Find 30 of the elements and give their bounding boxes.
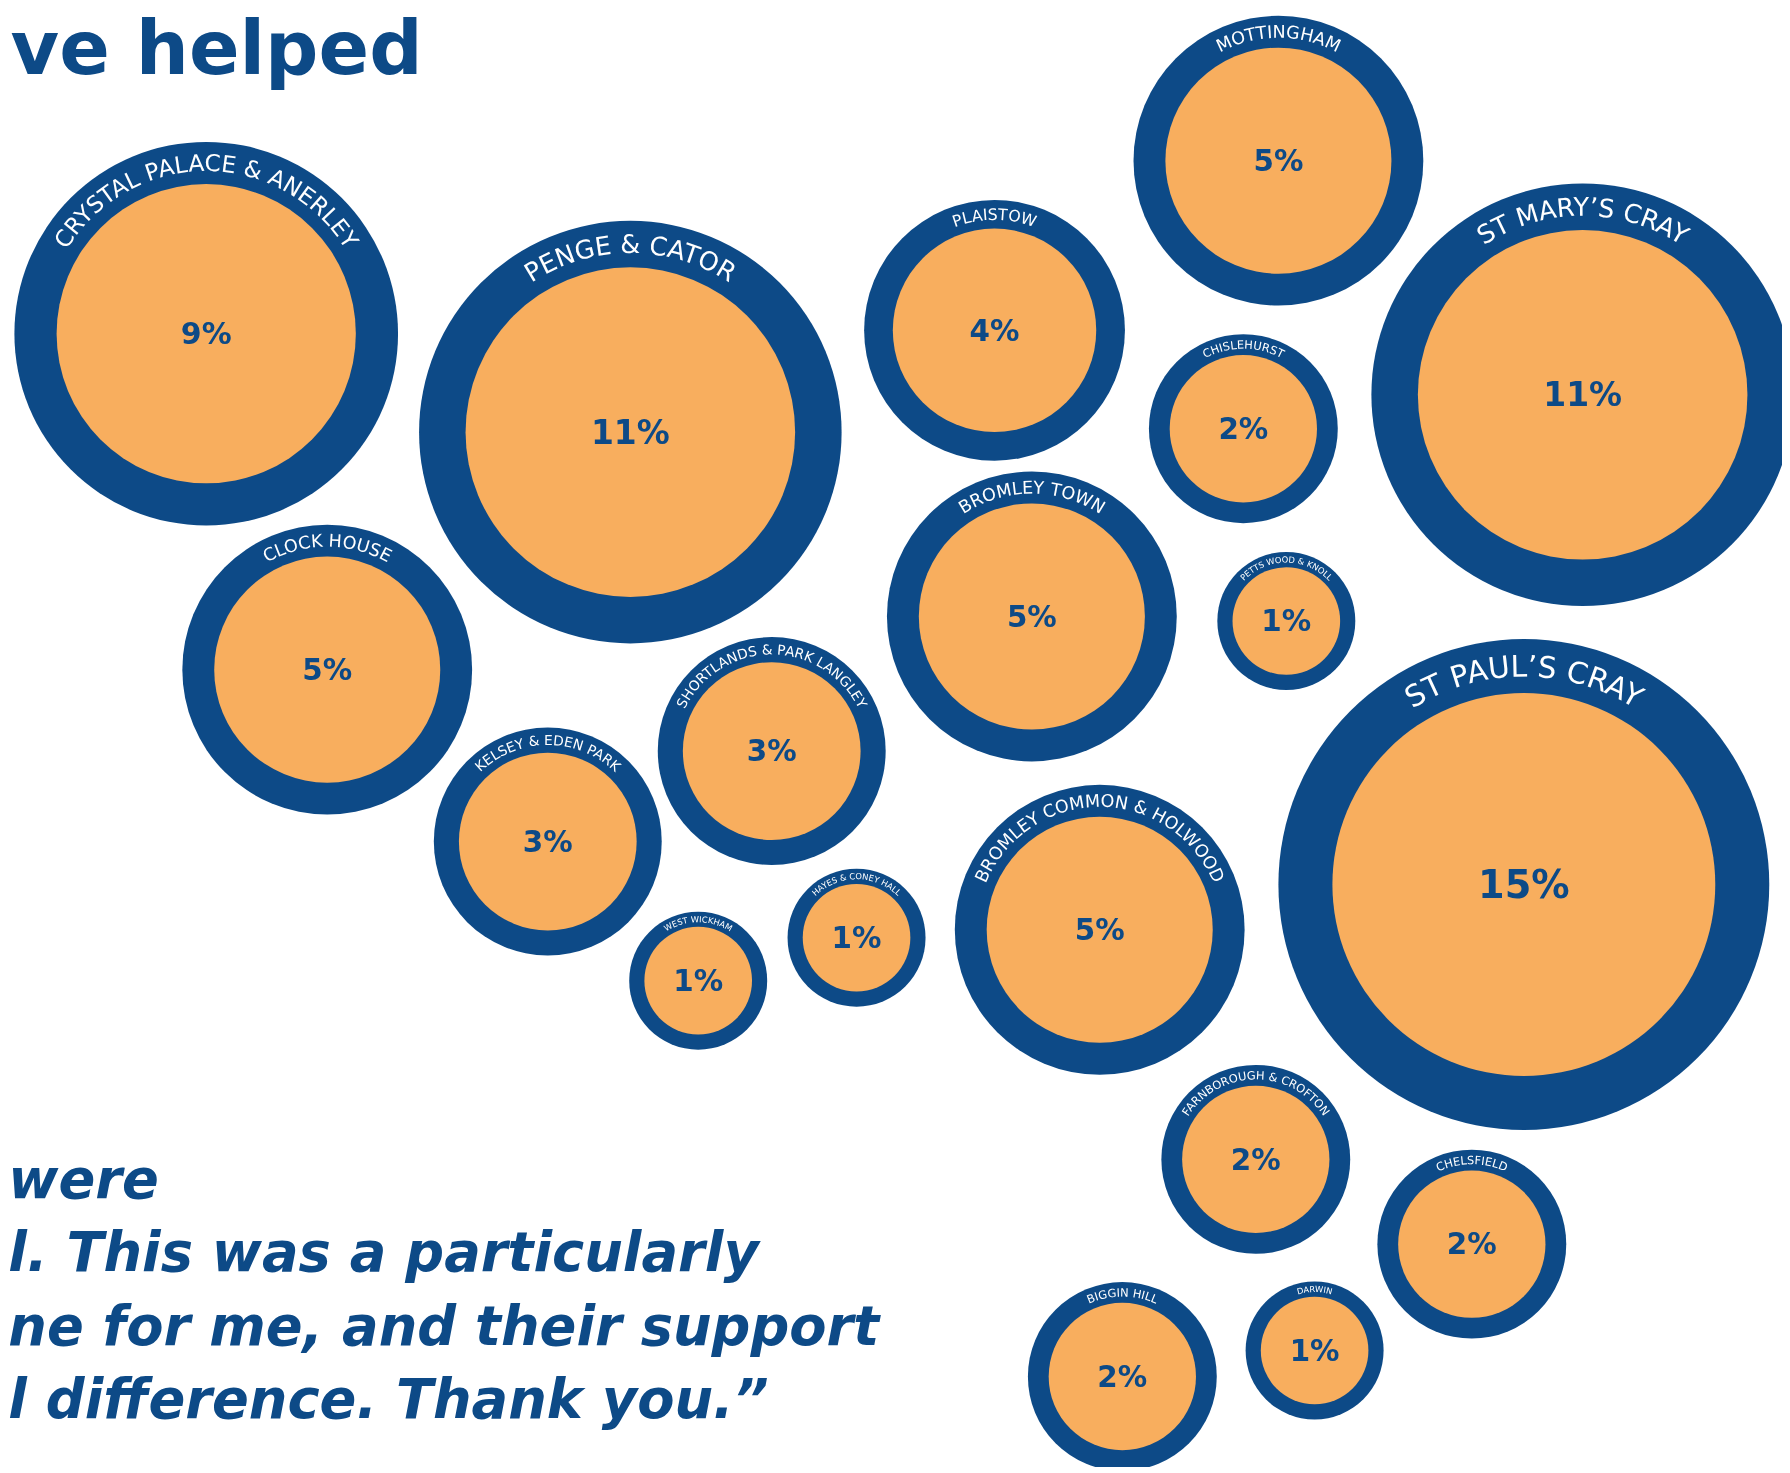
data-label: 2% [1446,1227,1497,1262]
data-label: 1% [1289,1333,1340,1368]
data-label: 5% [1074,913,1125,948]
data-label: 11% [590,412,670,452]
category-label: PLAISTOW [949,204,1040,231]
data-label: 9% [180,316,232,352]
data-label: 5% [302,652,353,687]
category-label: CHISLEHURST [1200,337,1287,362]
category-label: CHELSFIELD [1433,1153,1510,1175]
category-label: CLOCK HOUSE [259,530,396,567]
data-label: 1% [1261,604,1312,639]
data-label: 3% [746,734,797,769]
data-label: 4% [969,313,1020,348]
data-label: 1% [831,920,882,955]
category-label: DARWIN [1295,1283,1334,1297]
text: ve helped [10,4,423,92]
data-label: 1% [673,963,724,998]
category-label: BIGGIN HILL [1084,1285,1161,1307]
data-label: 3% [522,824,573,859]
data-label: 5% [1253,143,1304,178]
category-label: ST PAUL’S CRAY [1398,648,1651,716]
data-label: 15% [1478,861,1570,907]
data-label: 2% [1097,1359,1148,1394]
data-label: 2% [1230,1142,1281,1177]
data-label: 5% [1006,599,1057,634]
data-label: 11% [1543,375,1623,415]
category-label: MOTTINGHAM [1212,21,1344,57]
text: were l. This was a particularly ne for me, and their support l difference. Thank you.” [8,1147,882,1432]
category-label: ST MARY’S CRAY [1471,191,1695,251]
data-label: 2% [1218,412,1269,447]
